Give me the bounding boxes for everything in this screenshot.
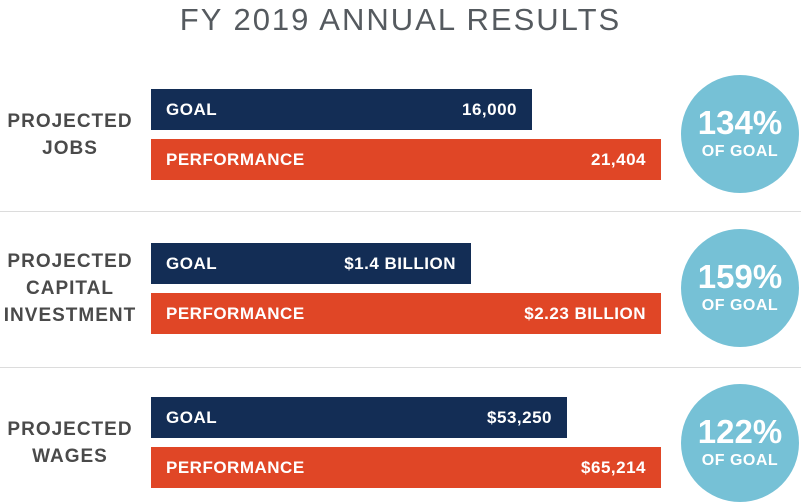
row-label-jobs: PROJECTED JOBS <box>7 111 133 159</box>
percent-of-goal-badge-wages: 122% OF GOAL <box>681 384 799 502</box>
performance-bar-jobs: PERFORMANCE 21,404 <box>151 139 661 180</box>
goal-bar-wages: GOAL $53,250 <box>151 397 567 438</box>
goal-bar-jobs: GOAL 16,000 <box>151 89 532 130</box>
percent-caption: OF GOAL <box>701 452 779 469</box>
performance-bar-label: PERFORMANCE <box>166 303 305 323</box>
goal-bar-value: 16,000 <box>462 99 517 119</box>
row-divider-1 <box>0 211 801 212</box>
performance-bar-capital-investment: PERFORMANCE $2.23 BILLION <box>151 293 661 334</box>
goal-bar-label: GOAL <box>166 253 218 273</box>
percent-value: 122% <box>697 413 783 450</box>
performance-bar-label: PERFORMANCE <box>166 457 305 477</box>
goal-bar-value: $1.4 BILLION <box>344 253 456 273</box>
percent-of-goal-badge-capital-investment: 159% OF GOAL <box>681 229 799 347</box>
performance-bar-value: $65,214 <box>581 457 646 477</box>
performance-bar-value: $2.23 BILLION <box>524 303 646 323</box>
performance-bar-label: PERFORMANCE <box>166 149 305 169</box>
performance-bar-value: 21,404 <box>591 149 646 169</box>
row-label-capital-investment: PROJECTED CAPITAL INVESTMENT <box>3 251 137 326</box>
goal-bar-label: GOAL <box>166 407 218 427</box>
goal-bar-label: GOAL <box>166 99 218 119</box>
row-label-wages: PROJECTED WAGES <box>7 419 133 467</box>
chart-title: FY 2019 ANNUAL RESULTS <box>179 2 622 37</box>
percent-caption: OF GOAL <box>701 297 779 314</box>
performance-bar-wages: PERFORMANCE $65,214 <box>151 447 661 488</box>
percent-of-goal-badge-jobs: 134% OF GOAL <box>681 75 799 193</box>
percent-value: 134% <box>697 104 783 141</box>
goal-bar-capital-investment: GOAL $1.4 BILLION <box>151 243 471 284</box>
percent-value: 159% <box>697 258 783 295</box>
row-divider-2 <box>0 367 801 368</box>
percent-caption: OF GOAL <box>701 143 779 160</box>
goal-bar-value: $53,250 <box>487 407 552 427</box>
